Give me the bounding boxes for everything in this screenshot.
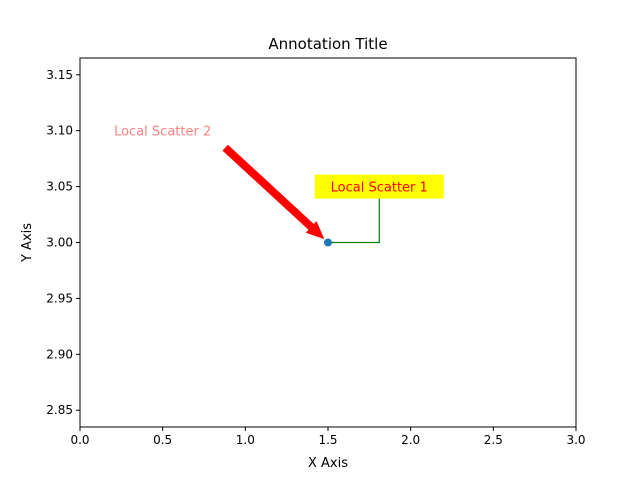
annotation-connector (332, 198, 380, 244)
x-tick-label: 1.5 (318, 433, 337, 447)
scatter-point (324, 238, 332, 247)
annotation-arrow (222, 144, 325, 240)
y-tick-label: 2.85 (46, 403, 73, 417)
annotation-box (314, 174, 444, 199)
x-tick-label: 0.5 (153, 433, 172, 447)
annotation-label: Local Scatter 2 (114, 125, 211, 140)
x-tick-label: 2.0 (401, 433, 420, 447)
x-axis-label: X Axis (308, 456, 348, 471)
y-tick-label: 3.05 (46, 180, 73, 194)
annotation-label: Local Scatter 1 (331, 181, 428, 196)
x-tick-label: 2.5 (484, 433, 503, 447)
y-tick-label: 2.90 (46, 347, 73, 361)
plot-frame (79, 57, 577, 428)
y-axis-label: Y Axis (20, 223, 35, 263)
x-tick-label: 1.0 (236, 433, 255, 447)
x-tick-label: 0.0 (70, 433, 89, 447)
x-tick-label: 3.0 (566, 433, 585, 447)
y-tick-label: 2.95 (46, 291, 73, 305)
y-tick-label: 3.00 (46, 236, 73, 250)
y-tick-label: 3.10 (46, 124, 73, 138)
chart-title: Annotation Title (268, 35, 387, 53)
y-tick-label: 3.15 (46, 68, 73, 82)
